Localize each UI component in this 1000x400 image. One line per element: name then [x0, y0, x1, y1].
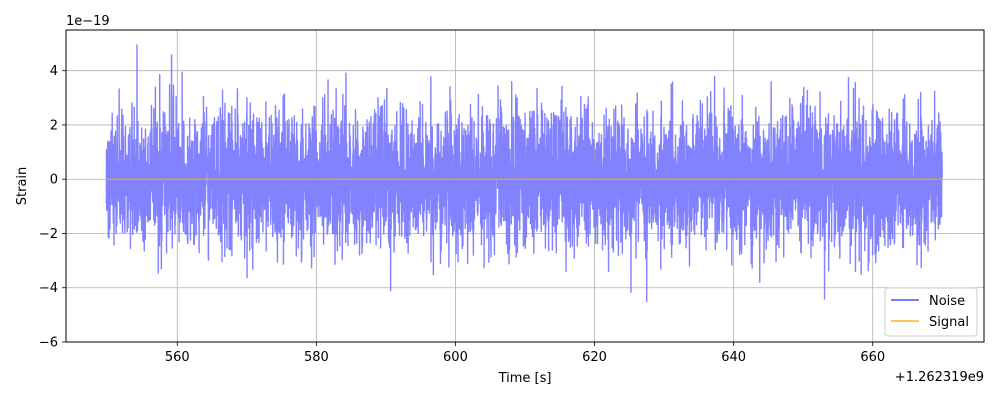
x-axis-title: Time [s]: [498, 371, 552, 386]
y-tick-label: −2: [39, 227, 58, 242]
noise-series: [105, 44, 943, 303]
x-tick-label: 560: [165, 350, 190, 365]
y-tick-label: 2: [50, 118, 58, 133]
plot-frame: [65, 29, 985, 343]
y-axis-title: Strain: [15, 167, 30, 206]
y-tick-label: 4: [50, 64, 58, 79]
x-tick-label: 640: [721, 350, 746, 365]
x-tick-label: 660: [860, 350, 885, 365]
x-tick-label: 620: [582, 350, 607, 365]
legend-noise-label: Noise: [929, 294, 965, 309]
y-tick-label: −4: [39, 281, 58, 296]
legend: Noise Signal: [884, 287, 978, 337]
legend-signal-label: Signal: [929, 315, 969, 330]
x-offset-label: +1.262319e9: [895, 370, 984, 385]
ticks: 560 580 600 620 640 660 −6 −4 −2 0 2 4: [39, 64, 885, 365]
x-tick-label: 600: [443, 350, 468, 365]
y-tick-label: 0: [50, 173, 58, 188]
x-tick-label: 580: [304, 350, 329, 365]
y-tick-label: −6: [39, 336, 58, 351]
y-scale-label: 1e−19: [66, 14, 110, 29]
noise-line: [105, 44, 943, 303]
